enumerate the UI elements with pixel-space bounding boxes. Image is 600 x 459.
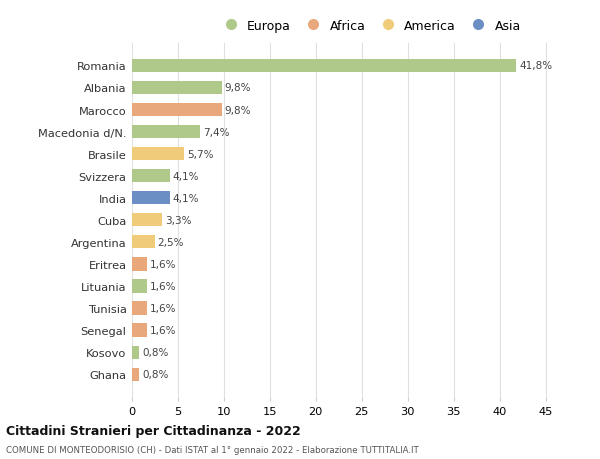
Text: 1,6%: 1,6%: [149, 325, 176, 336]
Text: 5,7%: 5,7%: [187, 149, 214, 159]
Bar: [132, 346, 139, 359]
Bar: [132, 60, 516, 73]
Text: 9,8%: 9,8%: [225, 105, 251, 115]
Legend: Europa, Africa, America, Asia: Europa, Africa, America, Asia: [213, 15, 526, 38]
Text: 4,1%: 4,1%: [172, 193, 199, 203]
Bar: [132, 126, 200, 139]
Text: COMUNE DI MONTEODORISIO (CH) - Dati ISTAT al 1° gennaio 2022 - Elaborazione TUTT: COMUNE DI MONTEODORISIO (CH) - Dati ISTA…: [6, 445, 419, 454]
Bar: [132, 236, 155, 249]
Text: 0,8%: 0,8%: [142, 347, 169, 358]
Bar: [132, 82, 222, 95]
Text: 1,6%: 1,6%: [149, 259, 176, 269]
Bar: [132, 214, 163, 227]
Text: 41,8%: 41,8%: [519, 62, 552, 71]
Text: 1,6%: 1,6%: [149, 303, 176, 313]
Bar: [132, 148, 184, 161]
Text: 9,8%: 9,8%: [225, 83, 251, 93]
Text: 4,1%: 4,1%: [172, 171, 199, 181]
Text: 2,5%: 2,5%: [158, 237, 184, 247]
Text: Cittadini Stranieri per Cittadinanza - 2022: Cittadini Stranieri per Cittadinanza - 2…: [6, 424, 301, 437]
Bar: [132, 302, 147, 315]
Bar: [132, 368, 139, 381]
Bar: [132, 104, 222, 117]
Text: 0,8%: 0,8%: [142, 369, 169, 379]
Bar: [132, 170, 170, 183]
Text: 1,6%: 1,6%: [149, 281, 176, 291]
Bar: [132, 280, 147, 293]
Bar: [132, 324, 147, 337]
Text: 3,3%: 3,3%: [165, 215, 191, 225]
Text: 7,4%: 7,4%: [203, 127, 229, 137]
Bar: [132, 258, 147, 271]
Bar: [132, 192, 170, 205]
